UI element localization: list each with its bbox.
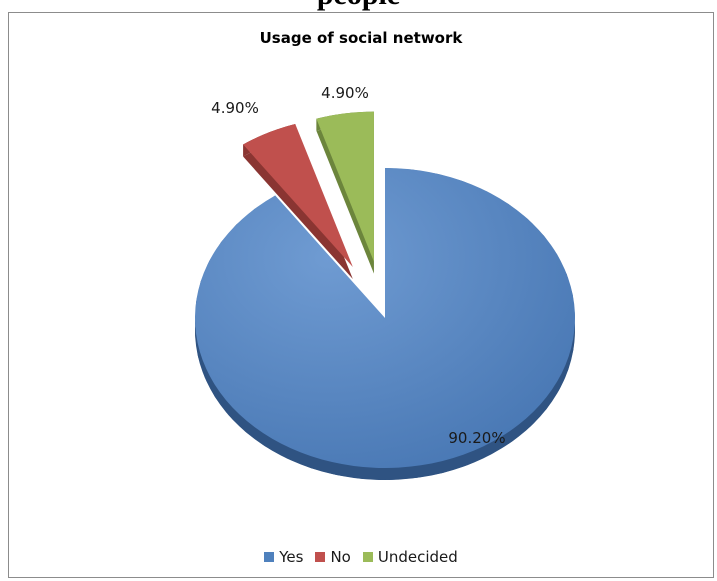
data-label-undecided: 4.90%	[321, 84, 369, 102]
legend-item-undecided: Undecided	[362, 548, 458, 566]
legend-label-yes: Yes	[279, 548, 304, 566]
data-label-yes: 90.20%	[448, 429, 505, 447]
legend-swatch-yes	[264, 552, 275, 562]
legend-label-undecided: Undecided	[377, 548, 458, 566]
legend-item-yes: Yes	[264, 548, 303, 566]
legend-label-no: No	[330, 548, 351, 566]
pie-slice-yes	[195, 168, 575, 469]
legend-item-no: No	[315, 548, 351, 566]
chart-frame: Usage of social network 90.20% 4.90% 4.90%…	[8, 12, 714, 578]
pie-chart: 90.20% 4.90% 4.90%	[195, 84, 575, 480]
chart-legend: Yes No Undecided	[9, 548, 713, 566]
legend-swatch-no	[315, 552, 326, 562]
legend-swatch-undecided	[362, 552, 373, 562]
chart-title: Usage of social network	[259, 29, 463, 47]
pie-slice-undecided	[316, 111, 374, 262]
data-label-no: 4.90%	[211, 99, 259, 117]
pie-slice-no	[243, 124, 353, 267]
document-header-fragment: people	[0, 0, 717, 12]
